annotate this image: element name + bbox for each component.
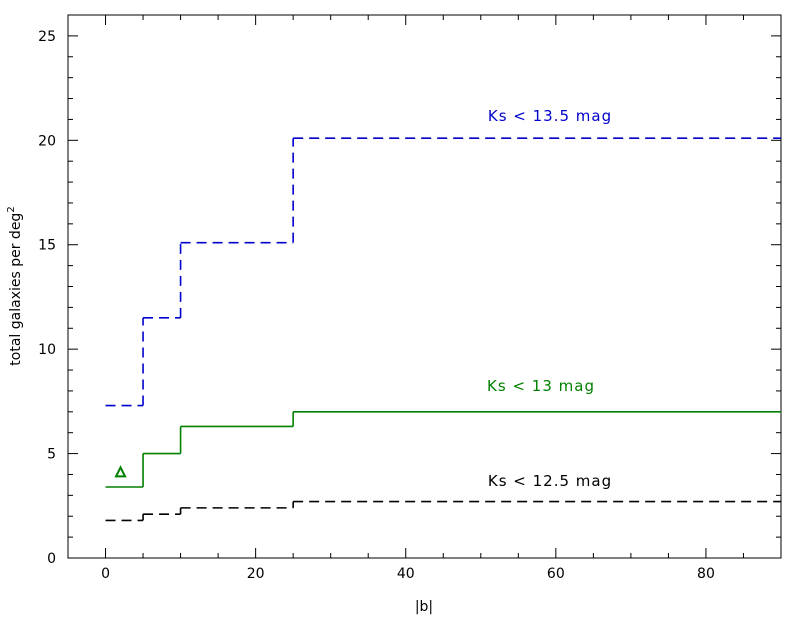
y-tick-label: 25 <box>38 29 56 45</box>
x-tick-label: 20 <box>247 566 265 582</box>
series-label-ks-13: Ks < 13 mag <box>487 377 595 395</box>
x-tick-label: 80 <box>697 566 715 582</box>
y-tick-label: 0 <box>47 551 56 567</box>
y-tick-label: 10 <box>38 342 56 358</box>
series-group <box>105 137 781 522</box>
y-tick-label: 5 <box>47 447 56 463</box>
x-tick-label: 40 <box>397 566 415 582</box>
y-tick-label: 20 <box>38 133 56 149</box>
x-tick-label: 60 <box>547 566 565 582</box>
y-tick-label: 15 <box>38 238 56 254</box>
y-axis-title-main: total galaxies per deg <box>8 213 24 366</box>
y-axis-title-superscript: 2 <box>6 206 17 212</box>
x-axis-title: |b| <box>415 599 433 615</box>
tick-labels: 0 20 40 60 80 0 5 10 15 20 25 <box>38 29 715 582</box>
y-axis-title: total galaxies per deg2 <box>6 206 24 365</box>
series-label-ks-13-5: Ks < 13.5 mag <box>488 107 612 125</box>
series-label-ks-12-5: Ks < 12.5 mag <box>488 472 612 490</box>
x-tick-label: 0 <box>101 566 110 582</box>
axis-ticks <box>67 14 782 559</box>
plot-frame <box>67 14 782 559</box>
triangle-marker <box>114 465 127 478</box>
